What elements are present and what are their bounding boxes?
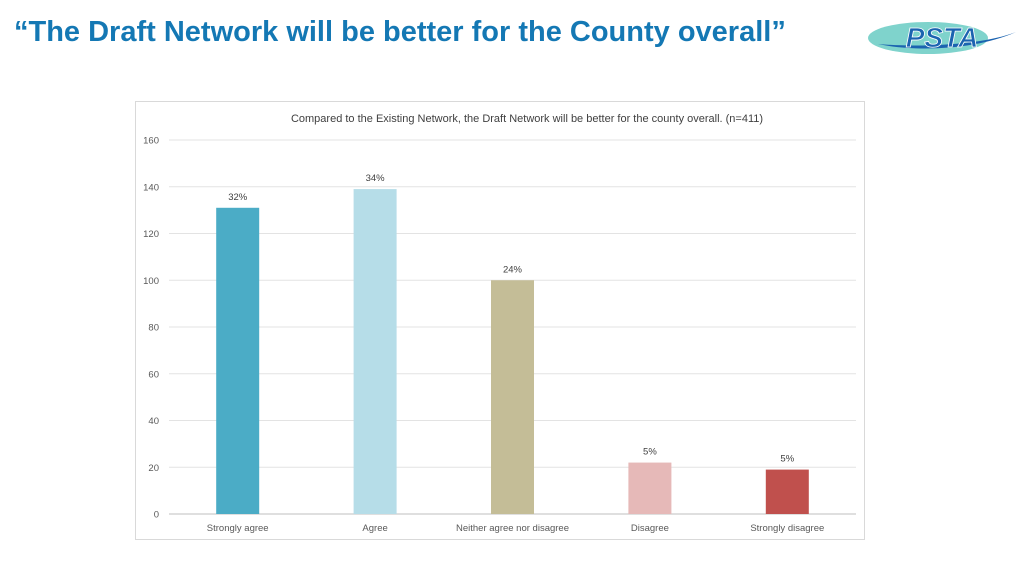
bar — [765, 469, 809, 514]
y-tick-label: 120 — [143, 229, 159, 240]
slide-title: “The Draft Network will be better for th… — [14, 16, 786, 48]
y-tick-label: 60 — [148, 369, 159, 380]
chart-title: Compared to the Existing Network, the Dr… — [291, 113, 763, 125]
psta-logo: PSTA — [868, 22, 1016, 54]
data-label: 5% — [643, 447, 657, 458]
y-tick-label: 0 — [154, 510, 159, 521]
data-label: 32% — [228, 192, 248, 203]
chart-frame: Compared to the Existing Network, the Dr… — [135, 101, 865, 540]
x-tick-label: Disagree — [631, 523, 669, 534]
x-tick-label: Strongly disagree — [750, 523, 824, 534]
y-tick-label: 40 — [148, 416, 159, 427]
y-tick-label: 100 — [143, 276, 159, 287]
gridlines — [169, 139, 856, 515]
x-tick-label: Strongly agree — [207, 523, 269, 534]
y-tick-label: 160 — [143, 136, 159, 147]
x-axis-ticks: Strongly agree Agree Neither agree nor dis… — [207, 523, 824, 534]
y-tick-label: 140 — [143, 182, 159, 193]
y-tick-label: 20 — [148, 463, 159, 474]
data-label: 5% — [780, 454, 794, 465]
bar — [491, 280, 534, 514]
x-tick-label: Agree — [362, 523, 387, 534]
data-labels: 32% 34% 24% 5% 5% — [228, 173, 795, 465]
logo-swoosh-dark — [878, 32, 1016, 49]
logo-text: PSTA — [906, 22, 979, 53]
data-label: 24% — [503, 264, 523, 275]
y-axis-ticks: 0 20 40 60 80 100 120 140 160 — [143, 136, 159, 521]
x-tick-label: Neither agree nor disagree — [456, 523, 569, 534]
bar — [216, 207, 260, 514]
data-label: 34% — [366, 173, 386, 184]
bar — [353, 189, 397, 514]
bar — [628, 462, 672, 514]
bars — [216, 189, 809, 514]
y-tick-label: 80 — [148, 323, 159, 334]
bar-chart: Compared to the Existing Network, the Dr… — [143, 113, 856, 534]
